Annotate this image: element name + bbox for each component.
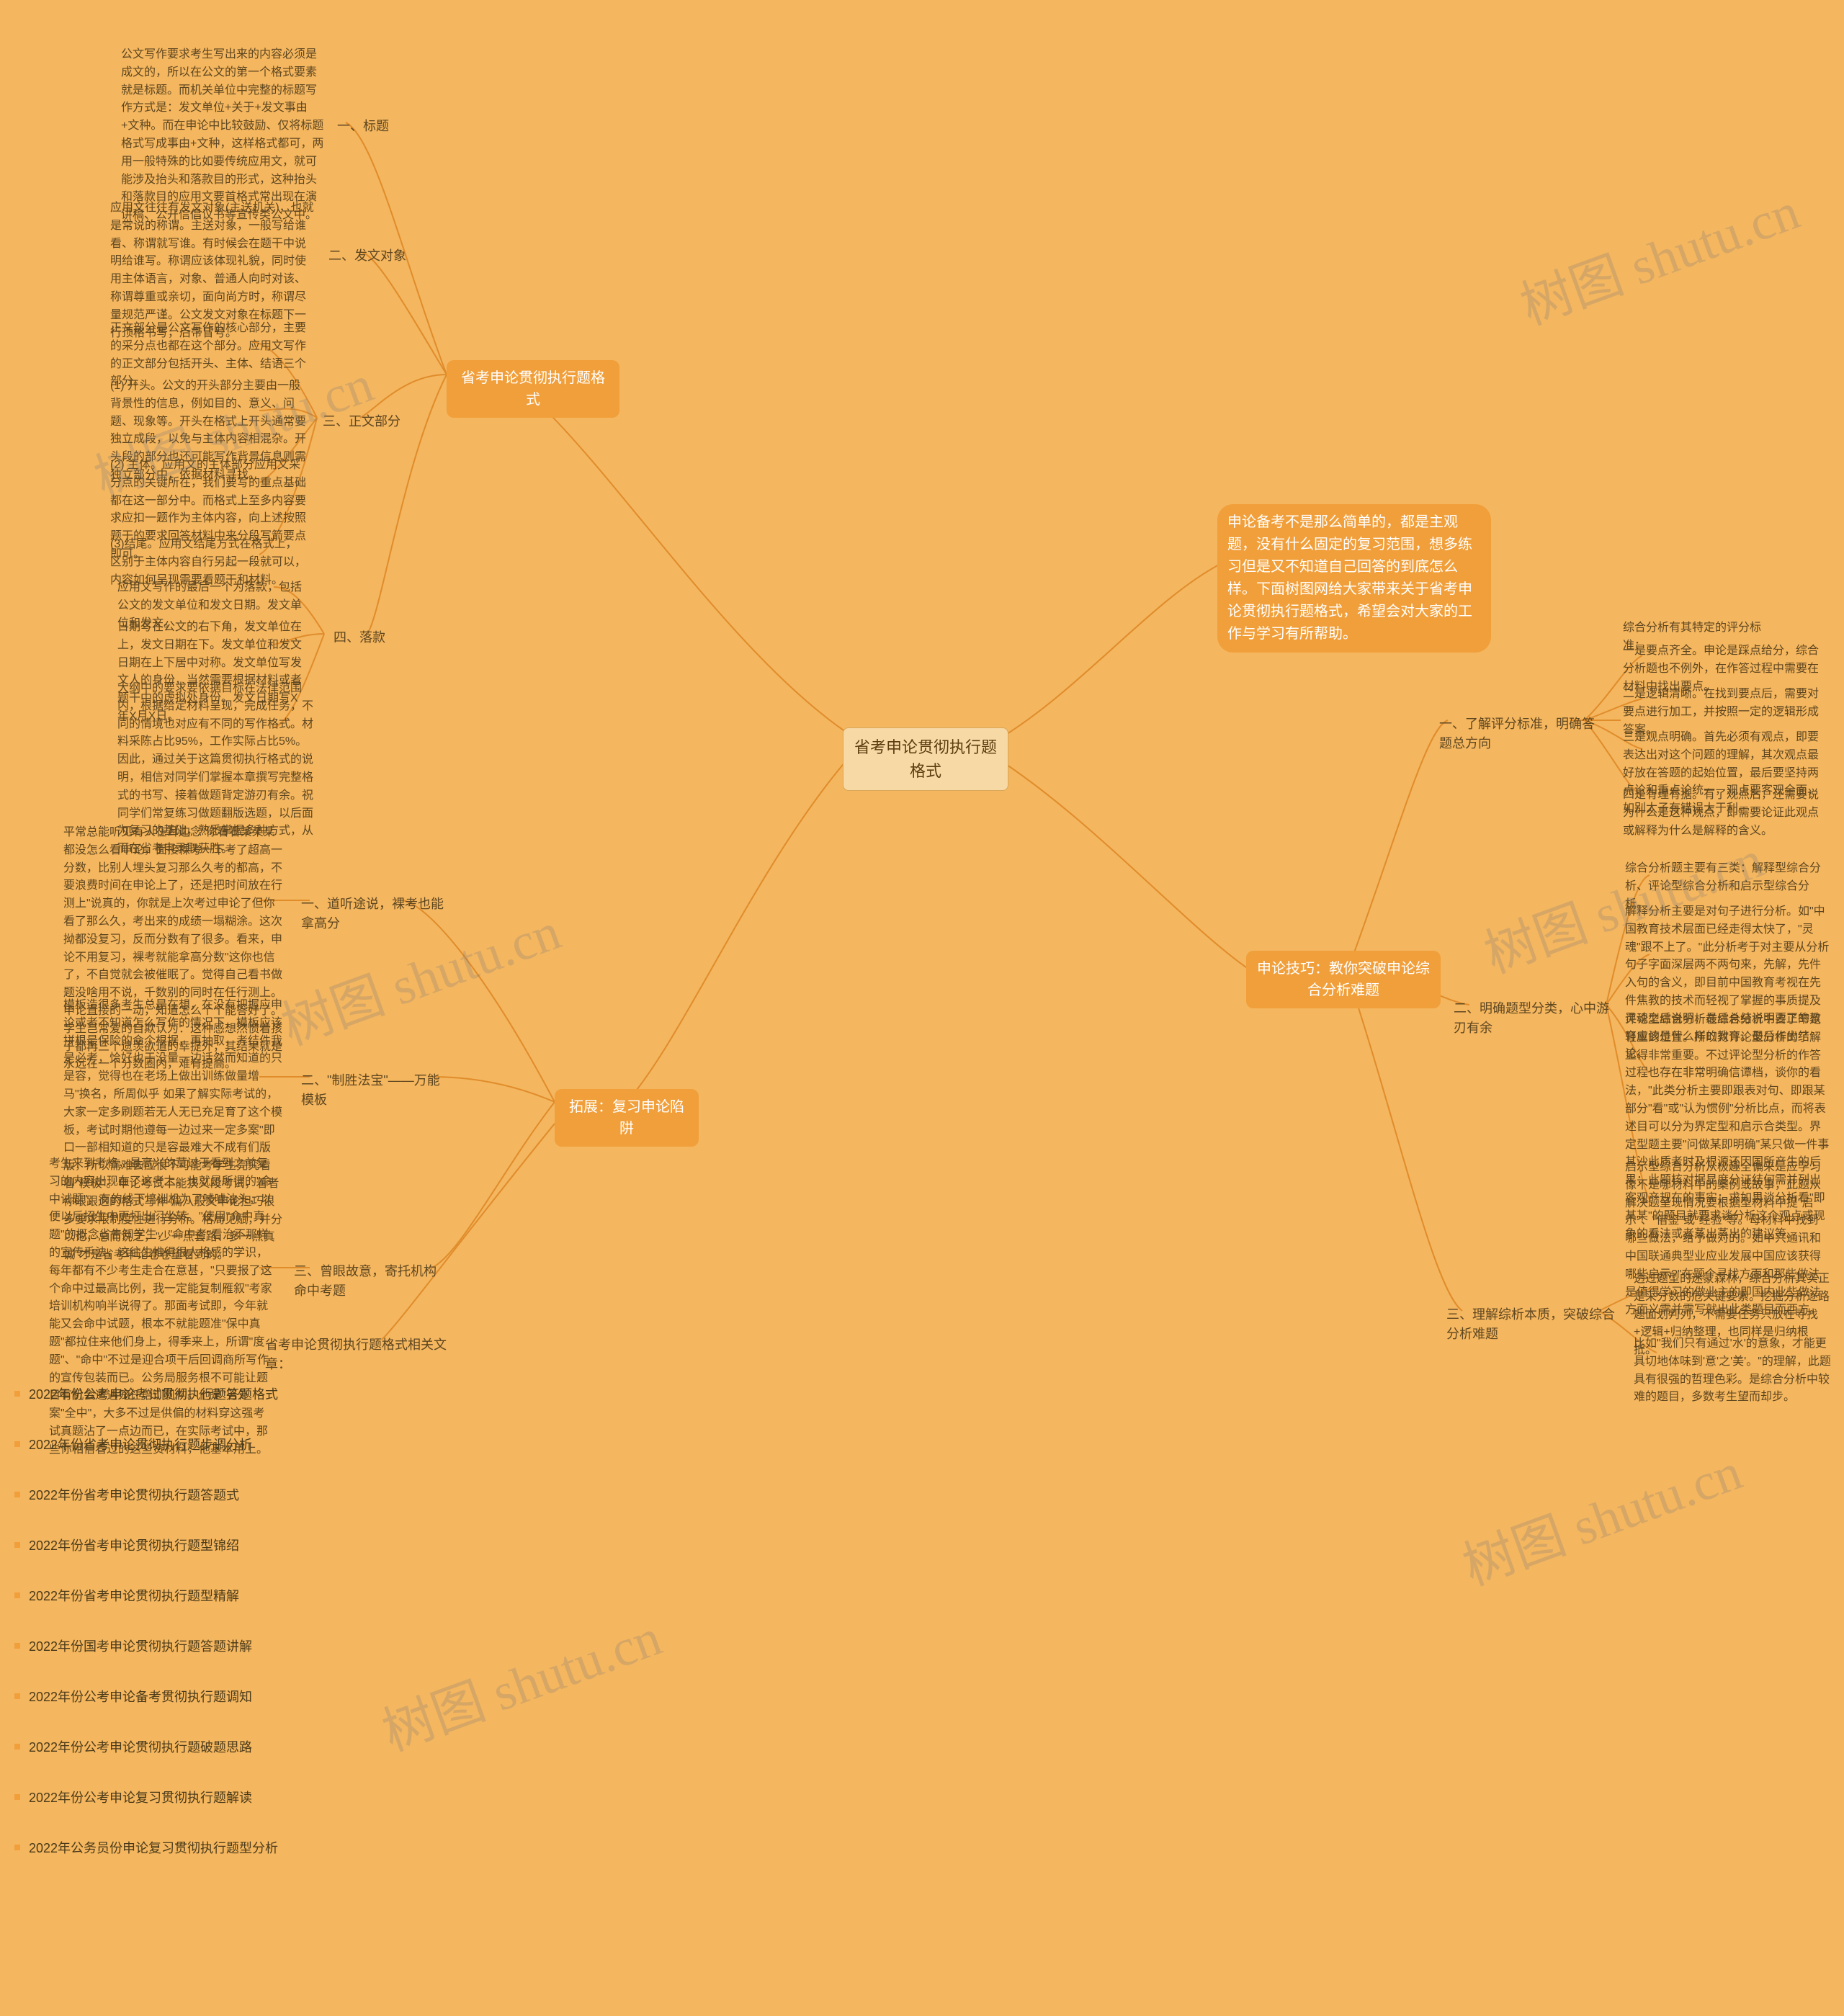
format-s4-label: 四、落款 [328, 625, 391, 650]
related-link-item[interactable]: 2022年份公考申论考试贯彻执行题答题格式 [0, 1368, 375, 1419]
skills-s2-label: 二、明确题型分类，心中游刃有余 [1448, 996, 1621, 1041]
related-link-item[interactable]: 2022年份省考申论贯彻执行题型锦绍 [0, 1520, 375, 1570]
format-s3-label: 三、正文部分 [317, 409, 406, 434]
watermark: 树图 shutu.cn [370, 1595, 670, 1765]
intro-bubble: 申论备考不是那么简单的，都是主观题，没有什么固定的复习范围，想多练习但是又不知道… [1217, 504, 1491, 653]
related-link-item[interactable]: 2022年份省考申论贯彻执行题答题式 [0, 1469, 375, 1520]
format-s2-label: 二、发文对象 [323, 243, 412, 269]
related-link-item[interactable]: 2022年份省考申论贯彻执行题步调分析 [0, 1419, 375, 1469]
root-node: 省考申论贯彻执行题格式 [843, 727, 1008, 791]
skills-s3-p2: 比如"我们只有通过'水'的意象，才能更具切地体味到'意'之'美'。"的理解，此题… [1628, 1332, 1837, 1410]
extend-branch: 拓展：复习申论陷阱 [555, 1089, 699, 1147]
skills-s3-label: 三、理解综析本质，突破综合分析难题 [1441, 1302, 1621, 1347]
format-s1-label: 一、标题 [331, 114, 395, 139]
related-link-item[interactable]: 2022年份国考申论贯彻执行题答题讲解 [0, 1621, 375, 1671]
extend-s2-label: 二、"制胜法宝"——万能模板 [295, 1068, 454, 1113]
format-branch: 省考申论贯彻执行题格式 [447, 360, 619, 418]
skills-s1-p4: 四是有理有据。有了观点后，还需要说为什么是这种观点，即需要论证此观点或解释为什么… [1617, 784, 1833, 843]
extend-s3-label: 三、曾眼故意，寄托机构命中考题 [288, 1259, 454, 1304]
watermark: 树图 shutu.cn [1508, 169, 1808, 339]
related-link-item[interactable]: 2022年份公考申论复习贯彻执行题解读 [0, 1772, 375, 1822]
extend-s1-label: 一、道听途说，裸考也能拿高分 [295, 892, 461, 936]
related-links-list: 2022年份公考申论考试贯彻执行题答题格式2022年份省考申论贯彻执行题步调分析… [0, 1368, 375, 1873]
related-link-item[interactable]: 2022年份省考申论贯彻执行题型精解 [0, 1570, 375, 1621]
skills-branch: 申论技巧：教你突破申论综合分析难题 [1246, 951, 1441, 1008]
related-link-item[interactable]: 2022年份公考申论贯彻执行题破题思路 [0, 1721, 375, 1772]
watermark: 树图 shutu.cn [1451, 1429, 1750, 1600]
related-link-item[interactable]: 2022年份公考申论备考贯彻执行题调知 [0, 1671, 375, 1721]
skills-s1-label: 一、了解评分标准，明确答题总方向 [1433, 712, 1606, 756]
related-link-item[interactable]: 2022年公务员份申论复习贯彻执行题型分析 [0, 1822, 375, 1873]
